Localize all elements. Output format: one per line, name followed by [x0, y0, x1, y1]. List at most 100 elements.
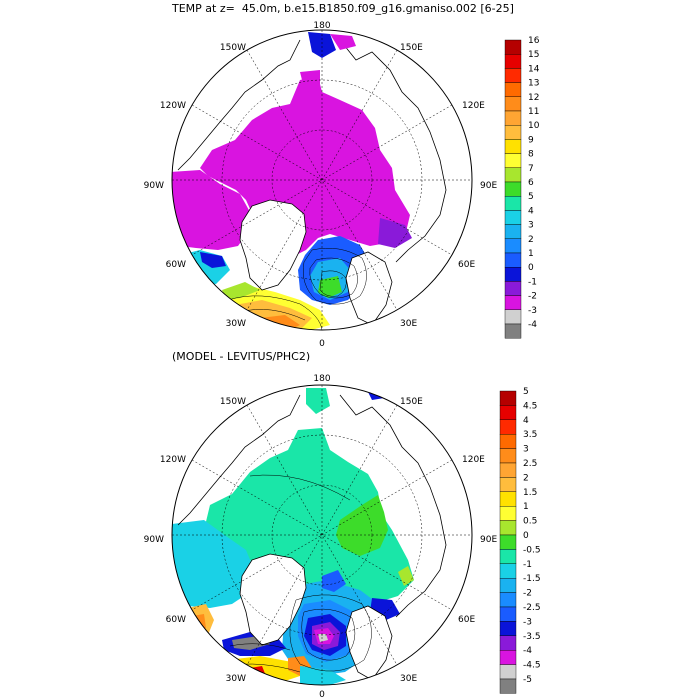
nordic-seas-anomaly-core [318, 634, 328, 642]
north-atlantic-green-region [222, 282, 260, 300]
colorbar-swatch [499, 635, 517, 651]
colorbar-swatch [499, 621, 517, 637]
lon-label-180: 180 [313, 21, 330, 31]
colorbar-tick-label: 3 [528, 221, 534, 231]
lon-label-0: 0 [319, 339, 325, 349]
colorbar-swatch [499, 678, 517, 694]
colorbar-tick-label: 1 [528, 249, 534, 259]
lon-label-120e: 120E [462, 455, 485, 465]
siberia-coastline-lower [339, 394, 447, 618]
chukchi-cold-region [300, 70, 320, 92]
colorbar-tick-label: -2 [528, 292, 537, 302]
difference-map: 180 150E 120E 90E 60E 30E 0 30W 60W 90W … [144, 374, 498, 700]
colorbar-tick-label: -1 [528, 277, 537, 287]
lon-label-120e: 120E [462, 101, 485, 111]
colorbar-tick-label: 15 [528, 50, 539, 60]
colorbar-swatch [504, 139, 522, 154]
difference-contours [225, 474, 372, 673]
temperature-graticule [171, 29, 473, 331]
colorbar-tick-label: 5 [523, 387, 529, 397]
colorbar-swatch [504, 39, 522, 55]
colorbar-tick-label: 7 [528, 164, 534, 174]
nordic-seas-warm-inner [318, 276, 342, 298]
colorbar-swatch [504, 267, 522, 282]
colorbar-swatch [504, 153, 522, 169]
colorbar-tick-label: 6 [528, 178, 534, 188]
colorbar-tick-label: 8 [528, 150, 534, 160]
colorbar-tick-label: -3 [523, 617, 532, 627]
colorbar-tick-label: 5 [528, 192, 534, 202]
colorbar-tick-label: 14 [528, 64, 540, 74]
colorbar-swatch [504, 252, 522, 268]
lon-label-60w: 60W [166, 615, 186, 625]
colorbar-swatch [504, 54, 522, 69]
colorbar-swatch [504, 210, 522, 225]
lon-label-60w: 60W [166, 260, 186, 270]
colorbar-tick-label: 2 [523, 473, 529, 483]
colorbar-tick-label: -2 [523, 589, 532, 599]
colorbar-swatch [499, 462, 517, 478]
colorbar-swatch [499, 434, 517, 449]
lon-label-30e: 30E [400, 319, 417, 329]
colorbar-tick-label: 0 [523, 531, 529, 541]
colorbar-swatch [499, 448, 517, 464]
svalbard-anomaly-region [322, 570, 346, 592]
lon-label-30e: 30E [400, 674, 417, 684]
colorbar-swatch [499, 506, 517, 521]
colorbar-swatch [499, 664, 517, 680]
lon-label-30w: 30W [226, 319, 246, 329]
lon-label-90e: 90E [480, 535, 497, 545]
lon-label-150e: 150E [400, 43, 423, 53]
colorbar-swatch [499, 606, 517, 622]
colorbar-swatch [499, 534, 517, 550]
colorbar-tick-label: 2.5 [523, 459, 537, 469]
lon-label-150e: 150E [400, 397, 423, 407]
difference-colorbar: 5 4.5 4 3.5 3 2.5 2 1.5 1 0.5 0 -0.5 -1 -1.5 -2 -2.5 -3 -… [499, 387, 541, 694]
colorbar-swatch [504, 181, 522, 197]
colorbar-swatch [504, 124, 522, 140]
lon-label-150w: 150W [220, 43, 246, 53]
colorbar-tick-label: 2 [528, 235, 534, 245]
bering-cold-region [308, 32, 336, 58]
lon-label-180: 180 [313, 374, 330, 384]
siberian-shelf-warm-anomaly [336, 495, 388, 556]
lon-label-60e: 60E [458, 615, 475, 625]
lon-label-90e: 90E [480, 181, 497, 191]
lon-label-120w: 120W [160, 455, 186, 465]
colorbar-tick-label: 0 [528, 263, 534, 273]
greenland-landmass [239, 199, 307, 291]
bering-anomaly-region [306, 388, 330, 414]
barents-cold-region [378, 218, 412, 248]
western-anomaly-region [172, 520, 255, 608]
colorbar-tick-label: 16 [528, 36, 540, 46]
temperature-longitude-labels: 180 150E 120E 90E 60E 30E 0 30W 60W 90W … [144, 21, 498, 349]
colorbar-swatch [499, 650, 517, 665]
colorbar-swatch [504, 224, 522, 240]
colorbar-swatch [504, 295, 522, 311]
colorbar-swatch [499, 405, 517, 420]
colorbar-tick-label: 11 [528, 107, 539, 117]
siberia-coastline [339, 39, 447, 263]
siberian-shelf-warm-anomaly-2 [398, 566, 414, 586]
colorbar-swatch [504, 96, 522, 112]
alaska-coastline [177, 39, 301, 171]
colorbar-swatch [504, 167, 522, 183]
colorbar-swatch [504, 82, 522, 97]
colorbar-tick-label: -4 [523, 646, 532, 656]
greenland-landmass-lower [239, 553, 307, 646]
colorbar-swatch [504, 110, 522, 126]
colorbar-swatch [504, 281, 522, 296]
colorbar-tick-label: 3.5 [523, 430, 537, 440]
colorbar-tick-label: -0.5 [523, 545, 541, 555]
temperature-contours [227, 248, 367, 330]
colorbar-tick-label: 4 [528, 206, 534, 216]
bering-strait-region [330, 34, 356, 50]
colorbar-swatch [504, 309, 522, 325]
scandinavia-landmass-lower [345, 605, 393, 681]
colorbar-tick-label: 13 [528, 79, 539, 89]
colorbar-swatch [499, 477, 517, 492]
colorbar-tick-label: 10 [528, 121, 540, 131]
lon-label-150w: 150W [220, 397, 246, 407]
lon-label-30w: 30W [226, 674, 246, 684]
